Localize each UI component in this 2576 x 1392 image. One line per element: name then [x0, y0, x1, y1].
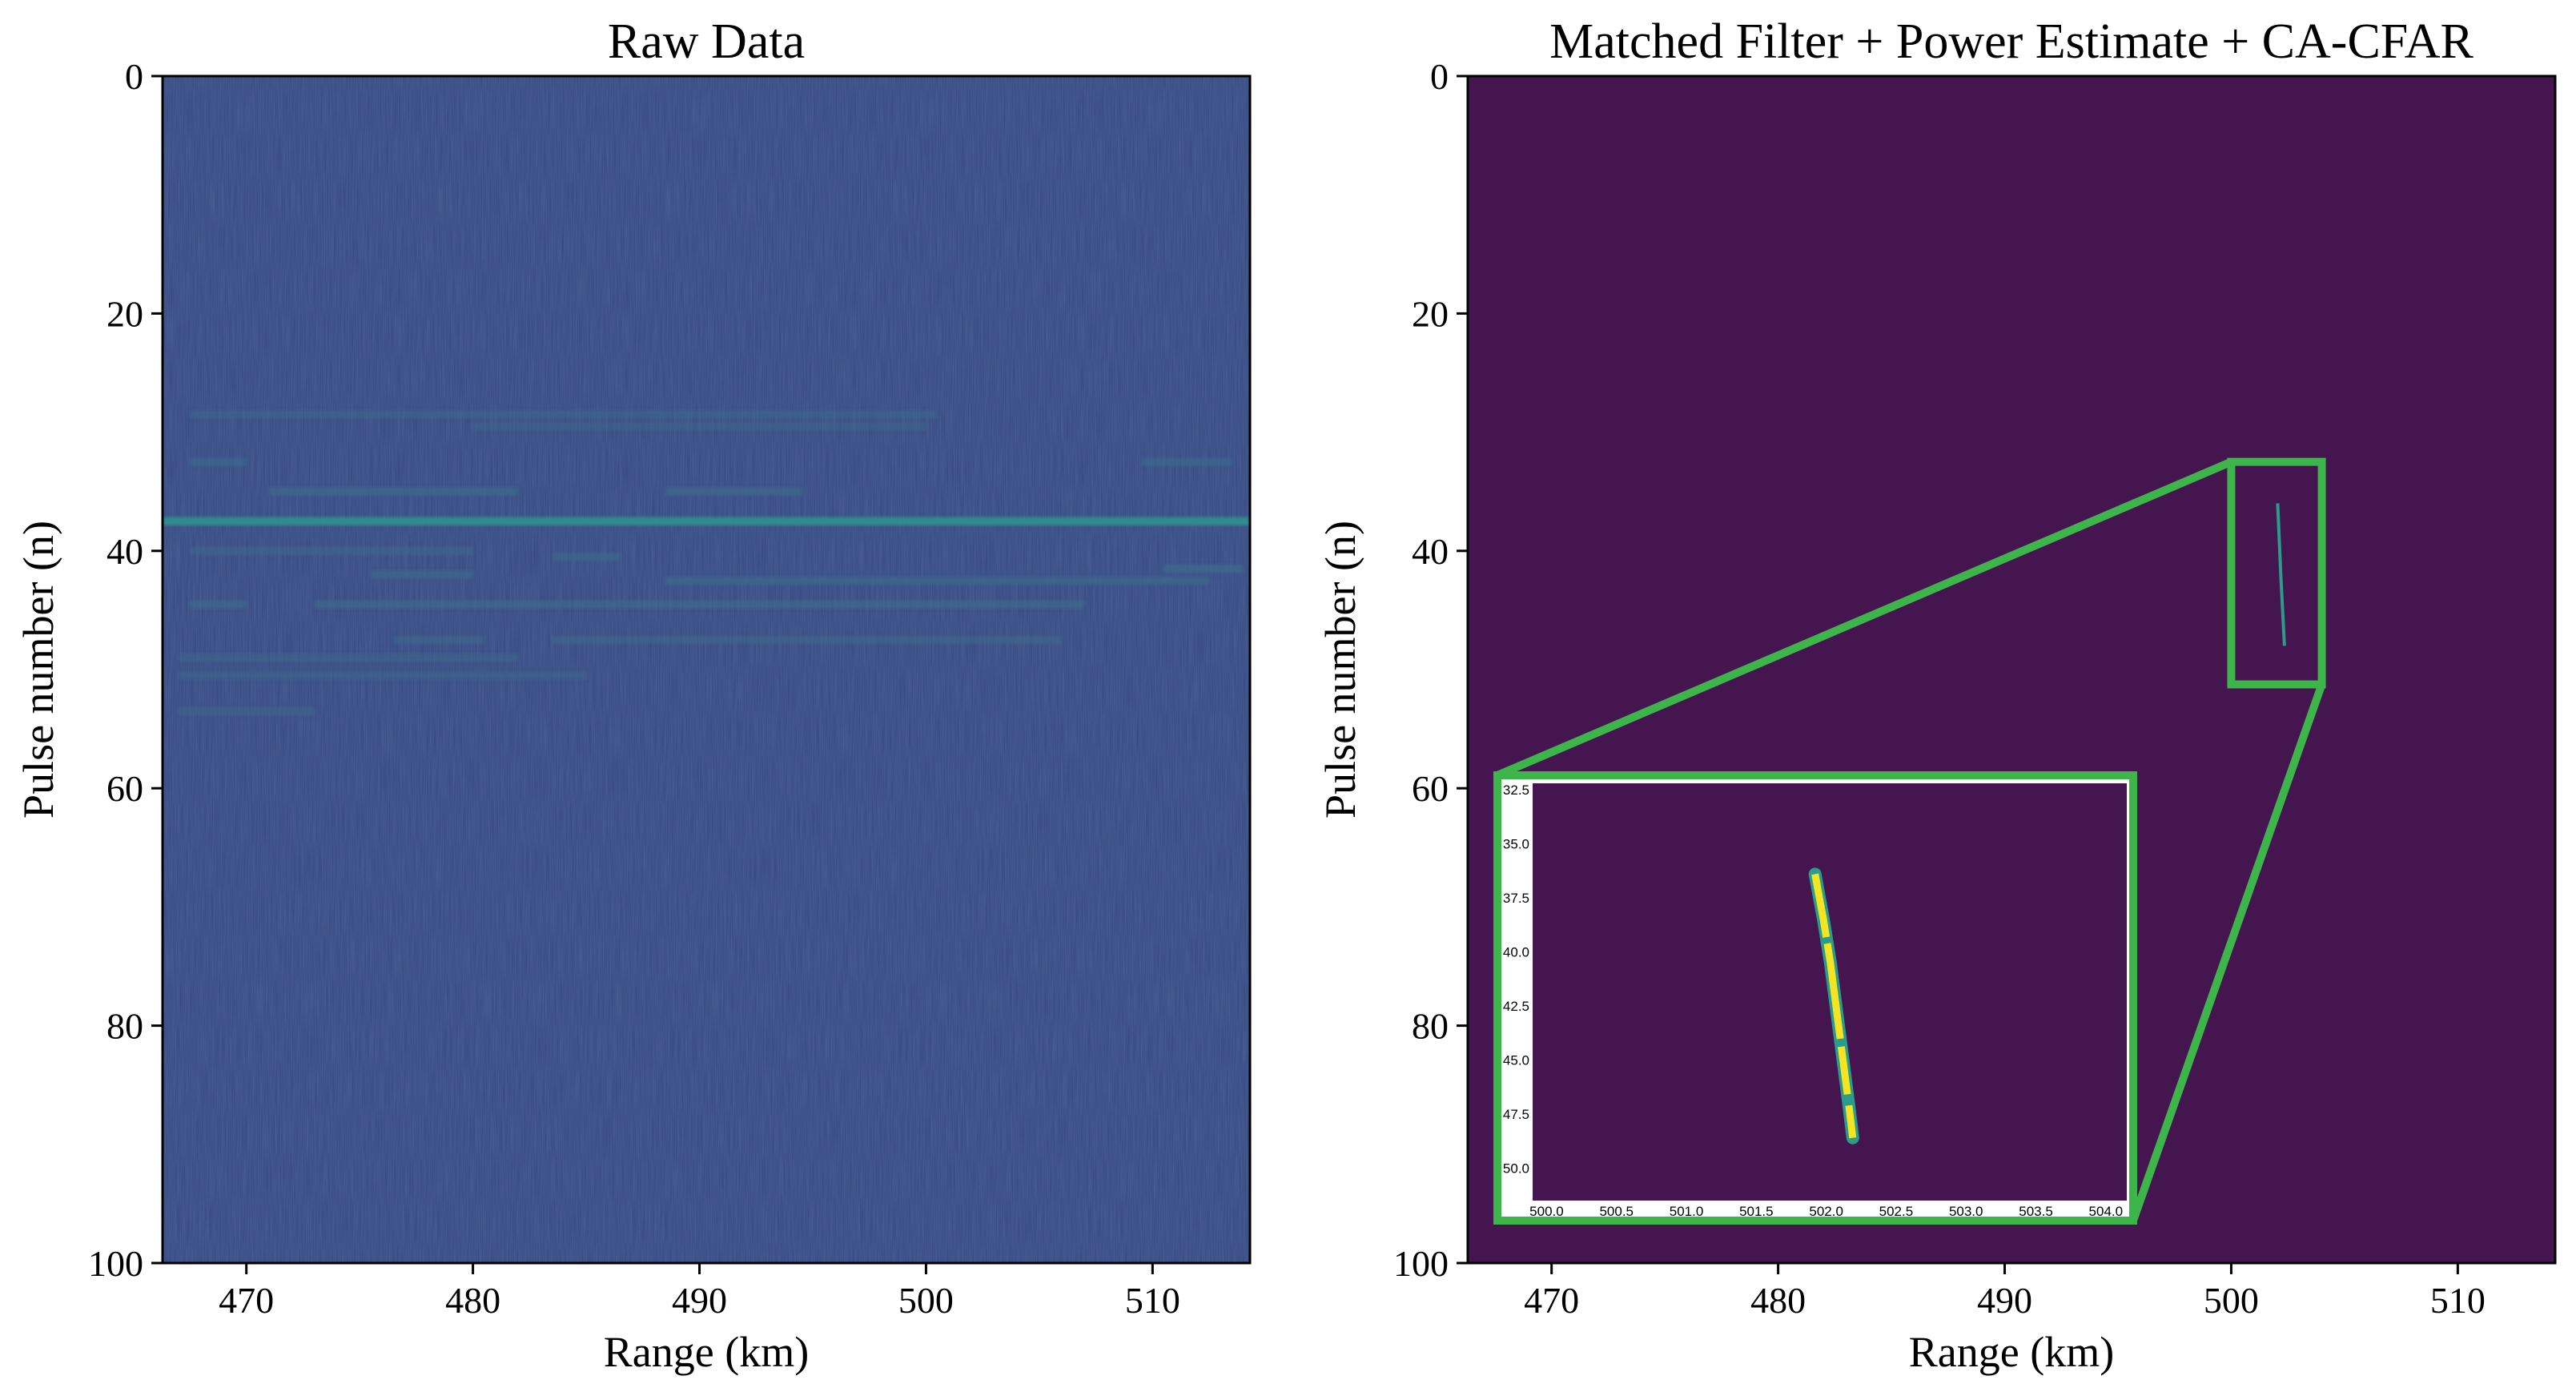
inset-xtick-label: 500.5	[1599, 1204, 1634, 1219]
inset-ytick-label: 45.0	[1503, 1053, 1529, 1068]
raw-streak	[1141, 457, 1232, 466]
cfar-xtick-label: 500	[2204, 1280, 2259, 1321]
raw-streak	[163, 517, 1250, 525]
cfar-detection	[2276, 503, 2286, 646]
cfar-y-ticks: 0 20 40 60 80 100	[1393, 56, 1468, 1284]
raw-xtick-label: 490	[672, 1280, 727, 1321]
inset-frame	[1493, 771, 2137, 1225]
raw-streak	[371, 570, 473, 579]
inset-xtick-label: 503.0	[1949, 1204, 1983, 1219]
raw-streak	[552, 635, 1063, 645]
cfar-ytick-label: 0	[1430, 56, 1449, 97]
inset-xtick-label: 502.5	[1879, 1204, 1914, 1219]
inset-detection	[1808, 867, 1859, 1145]
zoom-connector-line	[1496, 458, 2233, 779]
inset-ytick-label: 32.5	[1503, 782, 1529, 798]
cfar-ytick-label: 20	[1412, 293, 1449, 334]
cfar-xtick-label: 470	[1524, 1280, 1579, 1321]
raw-xtick-label: 470	[219, 1280, 274, 1321]
cfar-ytick-label: 60	[1412, 768, 1449, 809]
raw-ytick-label: 20	[106, 293, 143, 334]
raw-y-ticks: 0 20 40 60 80 100	[88, 56, 163, 1284]
inset-xtick-label: 502.0	[1809, 1204, 1843, 1219]
raw-streak	[665, 576, 1210, 585]
inset-ytick-label: 50.0	[1503, 1161, 1529, 1177]
zoom-inset: 500.0 500.5 501.0 501.5 502.0 502.5 503.0 503.5…	[1493, 771, 2137, 1225]
raw-streak	[178, 653, 519, 662]
raw-streak	[178, 706, 315, 716]
cfar-title: Matched Filter + Power Estimate + CA-CFA…	[1549, 14, 2474, 69]
raw-xtick-label: 500	[898, 1280, 954, 1321]
raw-streak	[189, 457, 247, 466]
inset-ytick-label: 40.0	[1503, 945, 1529, 960]
raw-streak	[552, 553, 621, 561]
inset-ytick-label: 47.5	[1503, 1107, 1529, 1122]
raw-plot-frame	[161, 74, 1252, 1265]
raw-xtick-label: 480	[445, 1280, 500, 1321]
raw-streak	[178, 671, 587, 680]
inset-ytick-label: 35.0	[1503, 837, 1529, 852]
cfar-xtick-label: 480	[1750, 1280, 1806, 1321]
raw-streak	[189, 410, 938, 419]
inset-detection-core	[1811, 873, 1857, 1139]
cfar-panel: Matched Filter + Power Estimate + CA-CFA…	[1316, 14, 2557, 1376]
cfar-ytick-label: 100	[1393, 1243, 1449, 1284]
zoom-connector-line	[2129, 682, 2326, 1222]
cfar-x-label: Range (km)	[1909, 1328, 2114, 1376]
cfar-ytick-label: 80	[1412, 1006, 1449, 1047]
cfar-ytick-label: 40	[1412, 531, 1449, 572]
inset-xtick-label: 504.0	[2089, 1204, 2124, 1219]
raw-title: Raw Data	[608, 14, 805, 69]
raw-ytick-label: 60	[106, 768, 143, 809]
raw-streak	[268, 487, 519, 496]
inset-xtick-label: 503.5	[2019, 1204, 2053, 1219]
cfar-detection-track	[2276, 503, 2286, 646]
raw-ytick-label: 40	[106, 531, 143, 572]
raw-y-label: Pulse number (n)	[14, 521, 62, 819]
zoom-region-box	[2227, 457, 2326, 689]
raw-streak	[189, 546, 473, 555]
raw-streak	[1163, 564, 1244, 573]
raw-streaks	[163, 410, 1250, 716]
inset-xtick-label: 500.0	[1529, 1204, 1564, 1219]
inset-ytick-label: 37.5	[1503, 891, 1529, 906]
raw-streak	[665, 487, 802, 496]
cfar-xtick-label: 510	[2430, 1280, 2486, 1321]
raw-ytick-label: 100	[88, 1243, 143, 1284]
inset-ytick-label: 42.5	[1503, 999, 1529, 1014]
zoom-overlay	[1496, 457, 2326, 1222]
raw-data-panel: Raw Data 470 480 490 500 510 0 20 40 60 80 100 Ra…	[14, 14, 1252, 1376]
cfar-plot-frame	[1466, 74, 2557, 1265]
cfar-x-ticks: 470 480 490 500 510	[1524, 1263, 2486, 1321]
inset-xtick-label: 501.0	[1670, 1204, 1704, 1219]
cfar-y-label: Pulse number (n)	[1316, 521, 1364, 819]
raw-streak	[189, 600, 247, 609]
inset-xtick-label: 501.5	[1739, 1204, 1774, 1219]
raw-xtick-label: 510	[1125, 1280, 1180, 1321]
raw-streak	[472, 422, 926, 431]
raw-streak	[393, 635, 484, 645]
raw-ytick-label: 0	[125, 56, 143, 97]
raw-x-label: Range (km)	[604, 1328, 809, 1376]
raw-x-ticks: 470 480 490 500 510	[219, 1263, 1180, 1321]
raw-streak	[314, 600, 1085, 609]
cfar-xtick-label: 490	[1977, 1280, 2032, 1321]
raw-ytick-label: 80	[106, 1006, 143, 1047]
raw-heatmap-noise	[163, 76, 1250, 1263]
